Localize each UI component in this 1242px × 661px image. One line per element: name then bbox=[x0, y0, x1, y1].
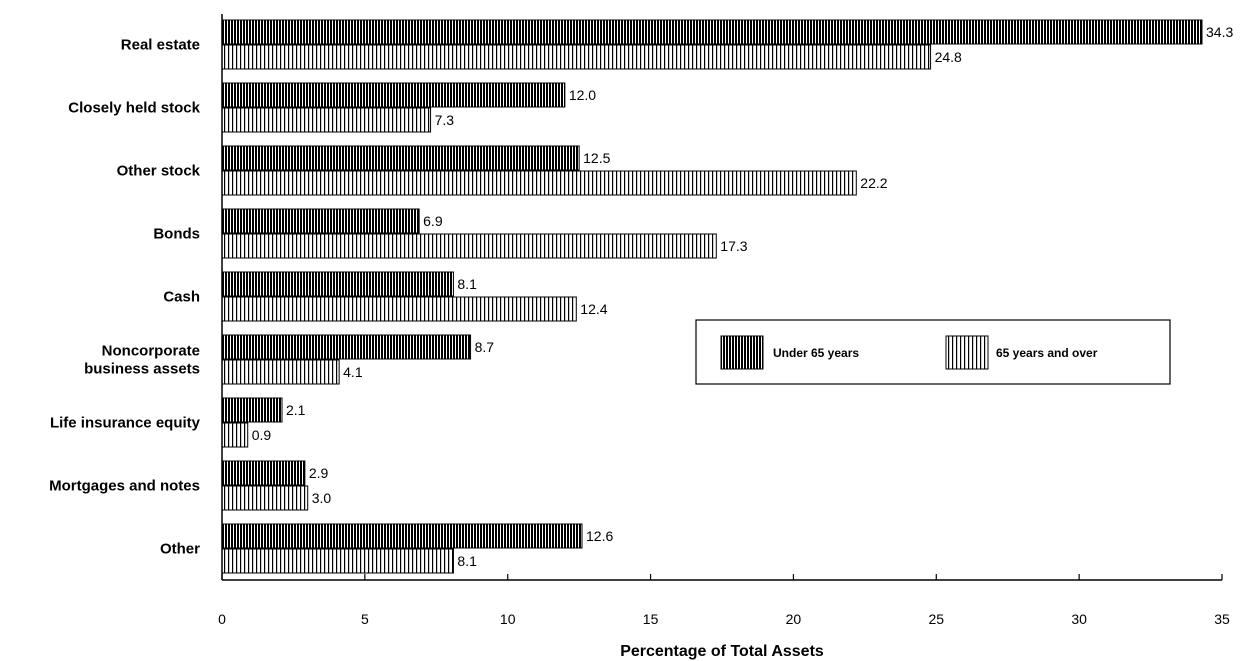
legend: Under 65 years 65 years and over bbox=[695, 319, 1171, 385]
category-label-other-stock: Other stock bbox=[117, 163, 201, 180]
x-tick-label-20: 20 bbox=[786, 611, 802, 627]
bar-other-stock-65-and-over bbox=[221, 170, 857, 196]
legend-swatch-under-65 bbox=[720, 335, 764, 370]
bars-group bbox=[221, 19, 1203, 574]
data-label-bonds-65-and-over: 17.3 bbox=[720, 238, 747, 254]
category-label-cash: Cash bbox=[163, 289, 200, 306]
bar-closely-held-stock-under-65 bbox=[221, 82, 566, 108]
x-tick-label-0: 0 bbox=[218, 611, 226, 627]
x-axis-title: Percentage of Total Assets bbox=[620, 643, 824, 660]
x-tick-label-10: 10 bbox=[500, 611, 516, 627]
category-label-bonds: Bonds bbox=[153, 226, 200, 243]
data-label-mortgages-and-notes-65-and-over: 3.0 bbox=[312, 490, 332, 506]
bar-other-65-and-over bbox=[221, 548, 454, 574]
data-label-other-65-and-over: 8.1 bbox=[457, 553, 477, 569]
legend-swatch-65-and-over bbox=[945, 335, 989, 370]
bar-real-estate-65-and-over bbox=[221, 44, 932, 70]
bar-real-estate-under-65 bbox=[221, 19, 1203, 45]
x-tick-label-30: 30 bbox=[1071, 611, 1087, 627]
legend-label-65-and-over: 65 years and over bbox=[996, 346, 1098, 360]
x-ticks-group: 0 5 10 15 20 25 30 35 bbox=[218, 574, 1230, 627]
category-label-closely-held-stock: Closely held stock bbox=[68, 100, 200, 117]
category-label-other: Other bbox=[160, 541, 200, 558]
category-label-life-insurance-equity: Life insurance equity bbox=[50, 415, 201, 432]
data-label-other-stock-65-and-over: 22.2 bbox=[860, 175, 887, 191]
bar-noncorporate-business-assets-under-65 bbox=[221, 334, 472, 360]
data-label-closely-held-stock-65-and-over: 7.3 bbox=[435, 112, 455, 128]
legend-box bbox=[695, 319, 1171, 385]
bar-mortgages-and-notes-under-65 bbox=[221, 460, 306, 486]
data-label-real-estate-under-65: 34.3 bbox=[1206, 24, 1233, 40]
bar-life-insurance-equity-under-65 bbox=[221, 397, 283, 423]
x-tick-label-15: 15 bbox=[643, 611, 659, 627]
bar-noncorporate-business-assets-65-and-over bbox=[221, 359, 340, 385]
category-label-real-estate: Real estate bbox=[121, 37, 200, 54]
x-tick-label-5: 5 bbox=[361, 611, 369, 627]
bar-mortgages-and-notes-65-and-over bbox=[221, 485, 309, 511]
data-label-noncorporate-business-assets-65-and-over: 4.1 bbox=[343, 364, 363, 380]
data-label-life-insurance-equity-65-and-over: 0.9 bbox=[252, 427, 272, 443]
bar-cash-65-and-over bbox=[221, 296, 577, 322]
data-label-noncorporate-business-assets-under-65: 8.7 bbox=[475, 339, 495, 355]
bar-bonds-65-and-over bbox=[221, 233, 717, 259]
value-labels-group: 34.3 24.8 12.0 7.3 12.5 22.2 6.9 17.3 8.1 12.4 8.7… bbox=[252, 24, 1234, 569]
data-label-cash-65-and-over: 12.4 bbox=[580, 301, 607, 317]
data-label-mortgages-and-notes-under-65: 2.9 bbox=[309, 465, 329, 481]
bar-cash-under-65 bbox=[221, 271, 454, 297]
data-label-real-estate-65-and-over: 24.8 bbox=[935, 49, 962, 65]
data-label-other-under-65: 12.6 bbox=[586, 528, 613, 544]
bar-life-insurance-equity-65-and-over bbox=[221, 422, 249, 448]
data-label-cash-under-65: 8.1 bbox=[457, 276, 477, 292]
bar-closely-held-stock-65-and-over bbox=[221, 107, 432, 133]
category-label-noncorporate-business-assets: Noncorporate business assets bbox=[84, 343, 200, 378]
data-label-life-insurance-equity-under-65: 2.1 bbox=[286, 402, 306, 418]
category-label-mortgages-and-notes: Mortgages and notes bbox=[49, 478, 200, 495]
bar-other-stock-under-65 bbox=[221, 145, 580, 171]
data-label-other-stock-under-65: 12.5 bbox=[583, 150, 610, 166]
data-label-bonds-under-65: 6.9 bbox=[423, 213, 443, 229]
data-label-closely-held-stock-under-65: 12.0 bbox=[569, 87, 596, 103]
bar-bonds-under-65 bbox=[221, 208, 420, 234]
legend-label-under-65: Under 65 years bbox=[773, 346, 859, 360]
bar-other-under-65 bbox=[221, 523, 583, 549]
x-tick-label-25: 25 bbox=[928, 611, 944, 627]
category-labels-group: Real estate Closely held stock Other stock… bbox=[49, 37, 201, 558]
x-tick-label-35: 35 bbox=[1214, 611, 1230, 627]
